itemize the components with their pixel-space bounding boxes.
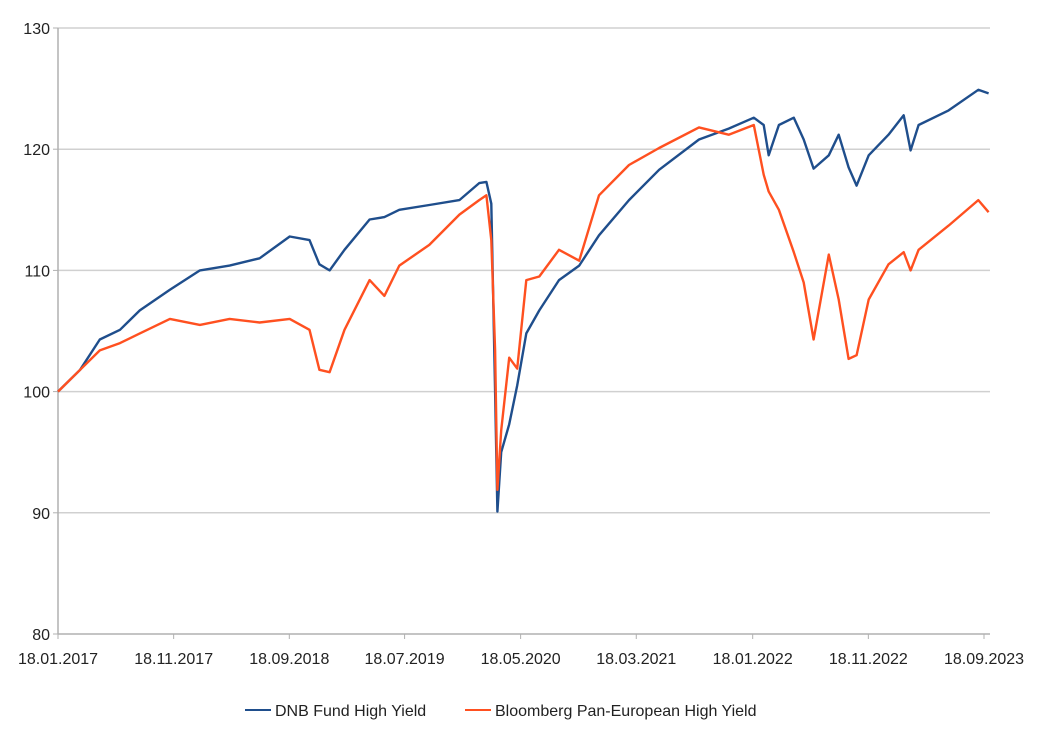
legend-label-bloomberg: Bloomberg Pan-European High Yield xyxy=(495,703,757,720)
y-tick-label: 110 xyxy=(24,263,50,280)
x-tick-label: 18.11.2017 xyxy=(134,651,213,668)
y-tick-label: 90 xyxy=(32,506,50,523)
gridlines xyxy=(58,27,990,514)
axes xyxy=(53,27,990,639)
x-tick-label: 18.01.2022 xyxy=(713,651,793,668)
x-tick-label: 18.09.2023 xyxy=(944,651,1024,668)
y-tick-label: 130 xyxy=(23,21,50,38)
x-tick-labels: 18.01.2017 18.11.2017 18.09.2018 18.07.2019… xyxy=(18,651,1024,668)
legend: DNB Fund High Yield Bloomberg Pan-Europe… xyxy=(245,703,757,720)
x-tick-label: 18.11.2022 xyxy=(829,651,908,668)
x-tick-label: 18.07.2019 xyxy=(365,651,445,668)
y-tick-labels: 80 90 100 110 120 130 xyxy=(23,21,50,644)
series-lines xyxy=(57,88,990,513)
y-tick-label: 80 xyxy=(32,627,50,644)
series-line-dnb-fund-high-yield xyxy=(57,88,989,513)
x-tick-label: 18.01.2017 xyxy=(18,651,98,668)
x-tick-label: 18.03.2021 xyxy=(596,651,676,668)
legend-label-dnb: DNB Fund High Yield xyxy=(275,703,426,720)
y-tick-label: 120 xyxy=(23,142,50,159)
series-line-bloomberg-pan-european-high-yield xyxy=(57,123,990,491)
x-tick-label: 18.09.2018 xyxy=(249,651,329,668)
y-tick-label: 100 xyxy=(23,385,50,402)
x-tick-label: 18.05.2020 xyxy=(481,651,561,668)
